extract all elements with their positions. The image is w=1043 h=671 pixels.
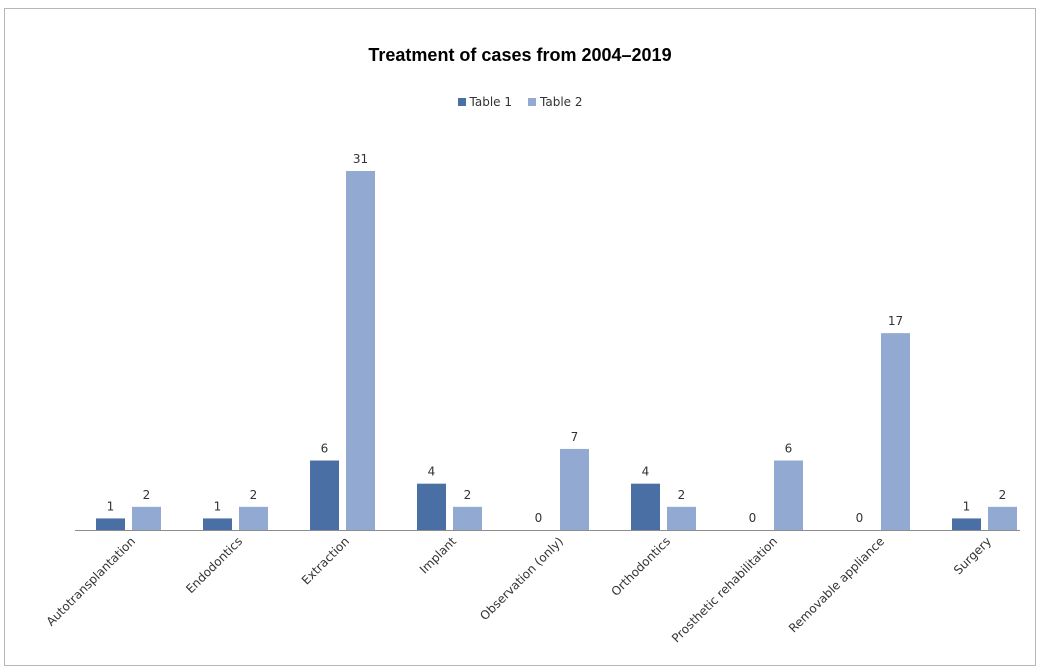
- data-label-table-1-implant: 4: [428, 465, 436, 479]
- x-tick-label-orthodontics: Orthodontics: [608, 534, 673, 599]
- data-label-table-1-orthodontics: 4: [642, 465, 650, 479]
- chart-title: Treatment of cases from 2004–2019: [368, 45, 672, 65]
- x-tick-label-extraction: Extraction: [299, 534, 352, 587]
- data-label-table-2-prosthetic-rehabilitation: 6: [785, 442, 793, 456]
- data-label-table-1-autotransplantation: 1: [107, 499, 115, 513]
- data-label-table-2-surgery: 2: [999, 488, 1007, 502]
- legend: Table 1 Table 2: [5, 95, 1035, 109]
- bar-table-2-surgery: [988, 506, 1017, 530]
- legend-swatch-table-1: [457, 98, 466, 106]
- data-label-table-2-autotransplantation: 2: [143, 488, 151, 502]
- legend-label-table-2: Table 2: [540, 95, 583, 109]
- x-tick-label-observation-only: Observation (only): [477, 534, 566, 623]
- x-tick-label-autotransplantation: Autotransplantation: [44, 534, 139, 629]
- x-tick-label-implant: Implant: [417, 534, 460, 577]
- bar-table-1-implant: [417, 483, 446, 530]
- chart-frame: Treatment of cases from 2004–2019 Table …: [4, 8, 1036, 666]
- data-label-table-2-orthodontics: 2: [678, 488, 686, 502]
- data-label-table-1-extraction: 6: [321, 442, 329, 456]
- bar-table-2-implant: [453, 506, 482, 530]
- x-tick-label-surgery: Surgery: [951, 534, 994, 577]
- legend-label-table-1: Table 1: [469, 95, 512, 109]
- data-label-table-2-implant: 2: [464, 488, 472, 502]
- x-tick-label-endodontics: Endodontics: [183, 534, 245, 596]
- legend-item-table-1: Table 1: [457, 95, 512, 109]
- data-label-table-2-observation-only: 7: [571, 430, 579, 444]
- bar-table-2-removable-appliance: [881, 333, 910, 530]
- legend-swatch-table-2: [528, 98, 536, 106]
- bar-table-2-prosthetic-rehabilitation: [774, 460, 803, 530]
- data-label-table-2-extraction: 31: [353, 152, 368, 166]
- data-label-table-1-prosthetic-rehabilitation: 0: [749, 511, 757, 525]
- bar-table-1-surgery: [952, 518, 981, 530]
- x-tick-label-prosthetic-rehabilitation: Prosthetic rehabilitation: [669, 534, 780, 645]
- x-tick-label-removable-appliance: Removable appliance: [786, 534, 887, 635]
- bar-table-2-observation-only: [560, 448, 589, 530]
- bar-table-1-endodontics: [203, 518, 232, 530]
- bar-table-1-orthodontics: [631, 483, 660, 530]
- data-label-table-2-endodontics: 2: [250, 488, 258, 502]
- data-label-table-1-surgery: 1: [963, 499, 971, 513]
- data-label-table-1-removable-appliance: 0: [856, 511, 864, 525]
- data-label-table-1-endodontics: 1: [214, 499, 222, 513]
- bar-table-1-autotransplantation: [96, 518, 125, 530]
- data-label-table-1-observation-only: 0: [535, 511, 543, 525]
- legend-item-table-2: Table 2: [528, 95, 582, 109]
- bar-table-2-orthodontics: [667, 506, 696, 530]
- bar-table-1-extraction: [310, 460, 339, 530]
- bar-table-2-endodontics: [239, 506, 268, 530]
- data-label-table-2-removable-appliance: 17: [888, 314, 903, 328]
- bar-table-2-extraction: [346, 171, 375, 530]
- bar-table-2-autotransplantation: [132, 506, 161, 530]
